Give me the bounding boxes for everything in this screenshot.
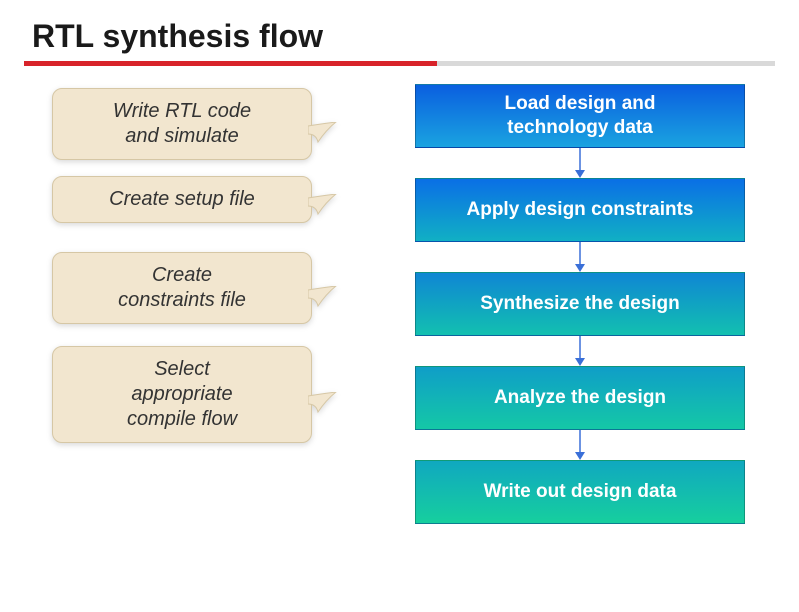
callout: Selectappropriatecompile flow <box>52 346 312 443</box>
flow-column: Load design andtechnology data Apply des… <box>415 84 745 524</box>
callout-tail <box>308 286 338 308</box>
title-underline <box>24 61 775 66</box>
callout-text: Write RTL codeand simulate <box>52 88 312 160</box>
callout: Createconstraints file <box>52 252 312 324</box>
flow-arrow <box>573 336 587 366</box>
flow-step: Synthesize the design <box>415 272 745 336</box>
callout: Create setup file <box>52 176 312 223</box>
callout-tail <box>308 122 338 144</box>
flow-step: Load design andtechnology data <box>415 84 745 148</box>
flow-arrow <box>573 430 587 460</box>
flow-arrow <box>573 148 587 178</box>
callout-text: Createconstraints file <box>52 252 312 324</box>
flow-step: Write out design data <box>415 460 745 524</box>
flow-step: Analyze the design <box>415 366 745 430</box>
page-title: RTL synthesis flow <box>24 18 775 55</box>
callout-tail <box>308 194 338 216</box>
flow-arrow <box>573 242 587 272</box>
callout-text: Create setup file <box>52 176 312 223</box>
callout-text: Selectappropriatecompile flow <box>52 346 312 443</box>
diagram-area: Load design andtechnology data Apply des… <box>24 84 775 604</box>
callout-tail <box>308 392 338 414</box>
callout: Write RTL codeand simulate <box>52 88 312 160</box>
flow-step: Apply design constraints <box>415 178 745 242</box>
